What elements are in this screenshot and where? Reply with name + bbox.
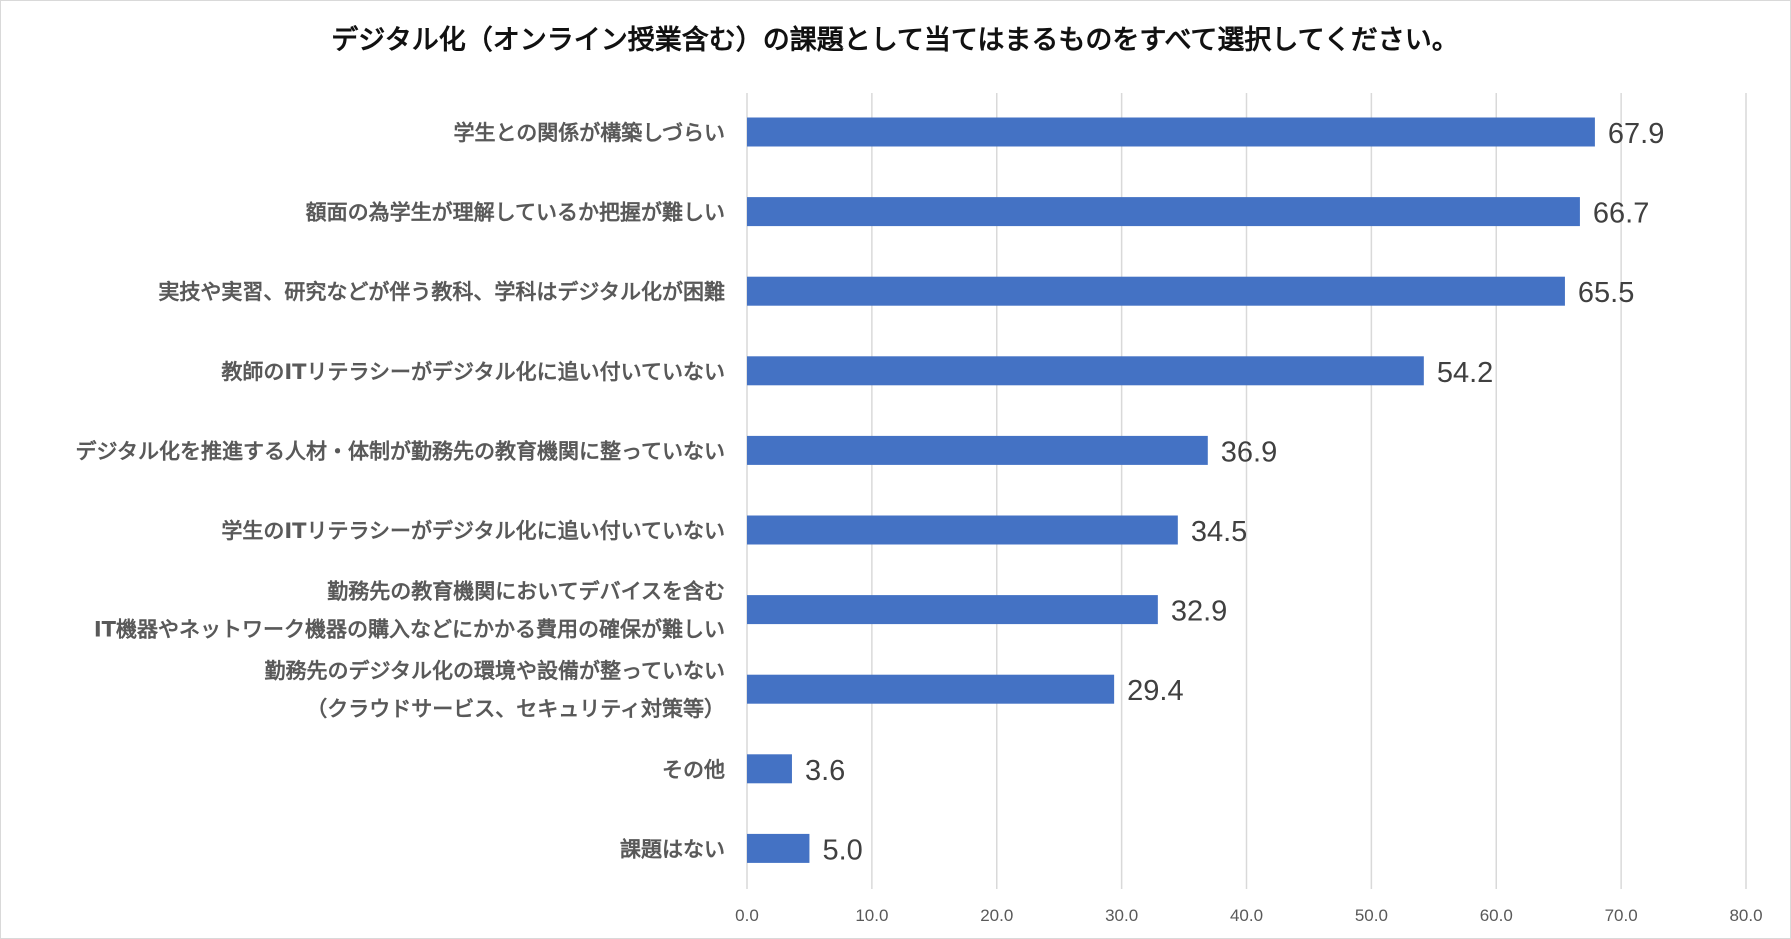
category-label: IT機器やネットワーク機器の購入などにかかる費用の確保が難しい bbox=[94, 618, 725, 642]
x-tick-label: 60.0 bbox=[1480, 906, 1513, 925]
bar bbox=[747, 595, 1158, 625]
category-label: その他 bbox=[662, 758, 725, 782]
data-label: 3.6 bbox=[805, 755, 845, 787]
data-label: 29.4 bbox=[1127, 675, 1183, 707]
bar bbox=[747, 435, 1208, 465]
data-label: 32.9 bbox=[1171, 596, 1227, 628]
x-tick-label: 0.0 bbox=[735, 906, 759, 925]
value-labels: 67.9 66.7 65.5 54.2 36.9 34.5 32.9 29.4 3.6 5.0 bbox=[805, 118, 1664, 866]
x-tick-label: 20.0 bbox=[980, 906, 1013, 925]
bar bbox=[747, 276, 1565, 306]
data-label: 36.9 bbox=[1221, 436, 1277, 468]
category-label: 勤務先の教育機関においてデバイスを含む bbox=[327, 580, 725, 604]
x-axis-tick-labels: 0.0 10.0 20.0 30.0 40.0 50.0 60.0 70.0 80.0 bbox=[735, 906, 1762, 925]
x-tick-label: 10.0 bbox=[855, 906, 888, 925]
data-label: 65.5 bbox=[1578, 277, 1634, 309]
category-label: 学生との関係が構築しづらい bbox=[453, 121, 725, 145]
category-label: デジタル化を推進する人材・体制が勤務先の教育機関に整っていない bbox=[75, 439, 725, 463]
bars bbox=[747, 117, 1595, 863]
bar bbox=[747, 833, 810, 863]
bar bbox=[747, 674, 1115, 704]
bar bbox=[747, 754, 792, 784]
category-label: 学生のITリテラシーがデジタル化に追い付いていない bbox=[221, 519, 725, 543]
data-label: 5.0 bbox=[822, 834, 862, 866]
category-label: 課題はない bbox=[620, 837, 725, 861]
bar bbox=[747, 356, 1424, 386]
data-label: 54.2 bbox=[1437, 357, 1493, 389]
category-label: 実技や実習、研究などが伴う教科、学科はデジタル化が困難 bbox=[158, 280, 725, 304]
x-tick-label: 30.0 bbox=[1105, 906, 1138, 925]
x-tick-label: 80.0 bbox=[1729, 906, 1762, 925]
category-labels: 学生との関係が構築しづらい額面の為学生が理解しているか把握が難しい実技や実習、研… bbox=[75, 121, 725, 861]
data-label: 66.7 bbox=[1593, 198, 1649, 230]
bar bbox=[747, 515, 1178, 545]
category-label: 教師のITリテラシーがデジタル化に追い付いていない bbox=[221, 360, 725, 384]
category-label: （クラウドサービス、セキュリティ対策等） bbox=[306, 697, 725, 721]
bar bbox=[747, 197, 1580, 227]
category-label: 額面の為学生が理解しているか把握が難しい bbox=[305, 201, 725, 225]
data-label: 67.9 bbox=[1608, 118, 1664, 150]
category-label: 勤務先のデジタル化の環境や設備が整っていない bbox=[264, 659, 725, 683]
chart-title: デジタル化（オンライン授業含む）の課題として当てはまるものをすべて選択してくださ… bbox=[331, 24, 1459, 56]
bar bbox=[747, 117, 1595, 147]
data-label: 34.5 bbox=[1191, 516, 1247, 548]
x-tick-label: 50.0 bbox=[1355, 906, 1388, 925]
x-tick-label: 70.0 bbox=[1605, 906, 1638, 925]
x-tick-label: 40.0 bbox=[1230, 906, 1263, 925]
